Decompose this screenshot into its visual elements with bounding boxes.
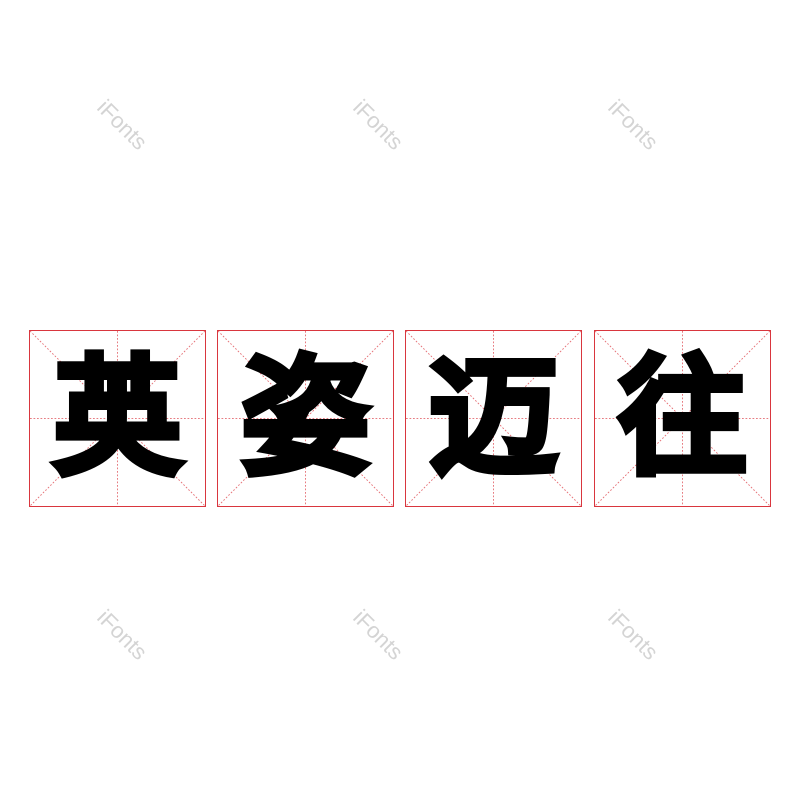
grid-guides [406,331,581,506]
watermark: iFonts [348,604,409,665]
character: 姿 [238,343,372,493]
watermark: iFonts [92,94,153,155]
watermark: iFonts [92,604,153,665]
character-grid-box: 英 [29,330,206,507]
character: 迈 [426,343,560,493]
character: 英 [50,343,184,493]
character-grid-box: 姿 [217,330,394,507]
watermark: iFonts [348,94,409,155]
character-grid-box: 迈 [405,330,582,507]
grid-guides [218,331,393,506]
character: 往 [615,343,749,493]
grid-guides [30,331,205,506]
grid-guides [595,331,770,506]
character-grid-box: 往 [594,330,771,507]
watermark: iFonts [603,94,664,155]
watermark: iFonts [603,604,664,665]
